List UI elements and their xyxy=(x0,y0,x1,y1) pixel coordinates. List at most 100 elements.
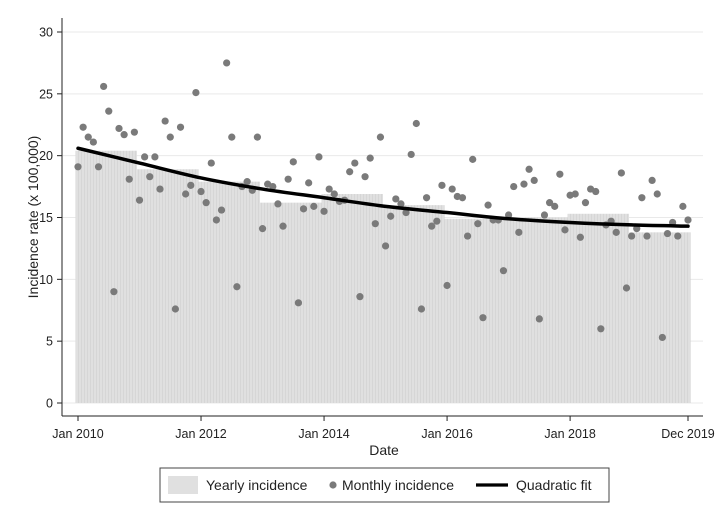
monthly-point xyxy=(125,175,133,183)
monthly-point xyxy=(212,216,221,224)
monthly-point xyxy=(146,173,154,181)
monthly-point xyxy=(545,199,554,207)
monthly-point xyxy=(274,200,282,208)
monthly-point xyxy=(100,82,108,91)
monthly-point xyxy=(484,201,492,209)
monthly-point xyxy=(84,133,92,141)
monthly-point xyxy=(556,170,564,178)
monthly-point xyxy=(653,190,661,198)
monthly-point xyxy=(176,123,185,131)
monthly-point xyxy=(279,222,287,230)
monthly-point xyxy=(571,190,579,198)
monthly-point xyxy=(407,150,415,159)
monthly-point xyxy=(269,182,277,191)
yearly-bar xyxy=(321,194,383,403)
monthly-point xyxy=(504,211,513,219)
y-tick-label: 5 xyxy=(46,335,53,349)
monthly-point xyxy=(284,175,292,183)
x-tick-label: Jan 2012 xyxy=(175,427,226,441)
monthly-point xyxy=(376,133,385,141)
yearly-bar xyxy=(383,205,445,403)
yearly-bar xyxy=(75,150,137,403)
monthly-point xyxy=(228,133,236,141)
monthly-point xyxy=(412,119,420,128)
monthly-point xyxy=(515,228,523,236)
monthly-point xyxy=(105,107,113,115)
x-tick-label: Jan 2014 xyxy=(298,427,349,441)
monthly-point xyxy=(474,220,482,228)
monthly-point xyxy=(684,216,692,224)
monthly-point xyxy=(197,187,205,196)
monthly-point xyxy=(217,206,226,214)
monthly-point xyxy=(648,176,656,184)
monthly-point xyxy=(674,232,682,240)
monthly-point xyxy=(417,305,426,313)
monthly-point xyxy=(679,202,687,210)
monthly-point xyxy=(433,217,441,225)
monthly-point xyxy=(320,207,328,215)
monthly-point xyxy=(658,333,666,342)
monthly-point xyxy=(628,232,636,240)
monthly-point xyxy=(166,133,174,141)
monthly-point xyxy=(258,225,267,233)
legend-monthly-marker xyxy=(329,481,337,489)
yearly-bar xyxy=(444,218,507,403)
monthly-point xyxy=(438,181,446,189)
x-tick-label: Jan 2018 xyxy=(544,427,595,441)
monthly-point xyxy=(356,293,364,301)
monthly-point xyxy=(443,281,451,290)
monthly-point xyxy=(597,325,605,333)
y-tick-label: 25 xyxy=(39,87,53,101)
monthly-point xyxy=(499,267,508,275)
monthly-point xyxy=(361,173,369,181)
monthly-point xyxy=(330,190,338,198)
monthly-point xyxy=(663,229,672,238)
monthly-point xyxy=(289,158,297,166)
yearly-bar xyxy=(567,213,630,403)
monthly-point xyxy=(253,133,262,141)
monthly-point xyxy=(115,124,123,133)
monthly-point xyxy=(366,154,374,162)
monthly-point xyxy=(130,128,138,136)
yearly-bar xyxy=(198,181,260,403)
fit-curve-group xyxy=(76,146,690,228)
monthly-point xyxy=(346,168,354,176)
monthly-point xyxy=(643,232,651,240)
monthly-point xyxy=(428,222,436,230)
monthly-point xyxy=(448,185,456,193)
monthly-point xyxy=(141,153,149,161)
monthly-point xyxy=(612,228,620,236)
monthly-point xyxy=(207,159,215,167)
monthly-point xyxy=(182,190,190,198)
x-axis-title: Date xyxy=(369,442,399,458)
y-tick-label: 0 xyxy=(46,397,53,411)
monthly-point xyxy=(294,299,303,307)
yearly-bar xyxy=(629,232,691,403)
yearly-bar xyxy=(506,217,568,403)
monthly-point xyxy=(89,138,97,146)
monthly-point xyxy=(520,180,528,188)
monthly-point xyxy=(120,131,128,139)
monthly-point xyxy=(535,315,543,323)
yearly-bar xyxy=(136,169,199,403)
monthly-point xyxy=(576,233,584,241)
legend-fit-label: Quadratic fit xyxy=(516,477,592,493)
monthly-point xyxy=(540,211,549,219)
x-tick-label: Jan 2016 xyxy=(421,427,472,441)
legend-monthly-label: Monthly incidence xyxy=(342,477,454,493)
legend: Yearly incidence Monthly incidence Quadr… xyxy=(159,467,610,503)
monthly-point xyxy=(325,185,333,193)
monthly-point xyxy=(402,208,410,217)
monthly-point xyxy=(592,187,600,196)
monthly-point xyxy=(397,200,405,208)
legend-box xyxy=(159,467,610,503)
monthly-point xyxy=(622,284,631,292)
monthly-point xyxy=(161,117,169,125)
monthly-point xyxy=(422,194,431,202)
monthly-point xyxy=(151,153,159,161)
monthly-point xyxy=(94,163,103,171)
monthly-point xyxy=(79,123,87,131)
monthly-point xyxy=(551,202,559,210)
y-tick-label: 30 xyxy=(39,26,53,40)
